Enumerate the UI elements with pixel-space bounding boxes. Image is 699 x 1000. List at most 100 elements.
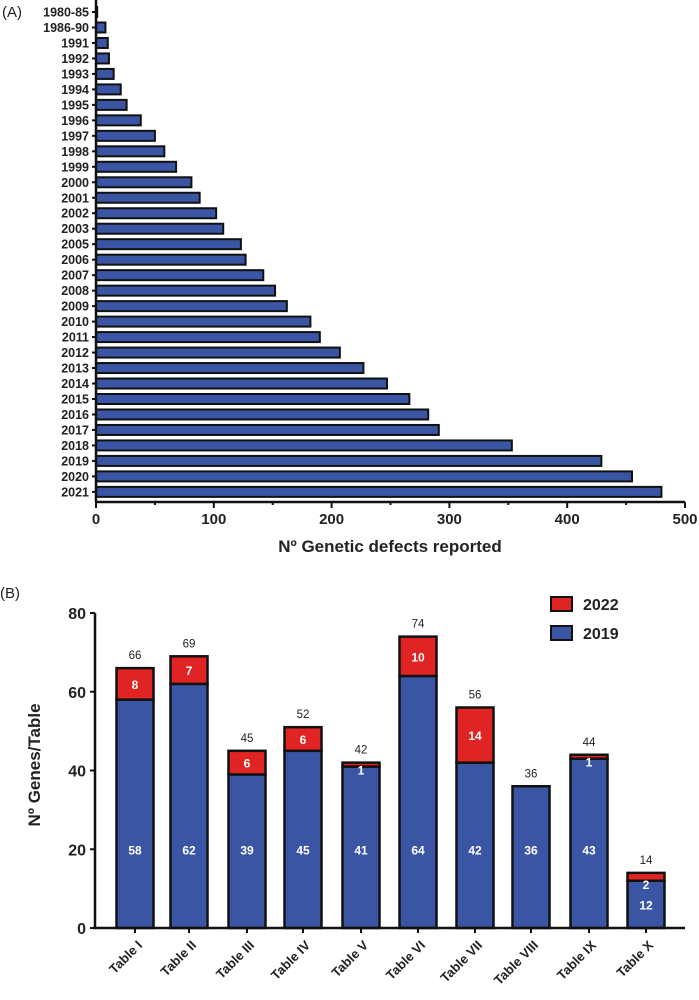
bar: [95, 408, 430, 421]
bar: [95, 83, 122, 96]
y-tick-label: 2019: [61, 454, 89, 468]
data-label-2019: 41: [354, 843, 368, 857]
bar-2022: [626, 871, 666, 882]
x-tick-label: Table X: [613, 937, 656, 980]
x-tick-label: 100: [201, 511, 226, 528]
y-tick-label: 1994: [61, 83, 89, 97]
total-label: 74: [412, 619, 425, 631]
panel-b-label: (B): [0, 585, 20, 602]
y-tick-label: 2003: [61, 222, 89, 236]
x-tick-label: 300: [437, 511, 462, 528]
y-tick-label: 2002: [61, 207, 89, 221]
bar-2019: [115, 698, 155, 930]
y-tick-label: 2005: [61, 238, 89, 252]
data-label-2019: 58: [128, 843, 142, 857]
bar: [95, 454, 603, 467]
bar: [95, 423, 440, 436]
legend-swatch-2019: [550, 625, 573, 641]
y-tick-label: 2017: [61, 423, 89, 437]
bar: [95, 98, 128, 111]
data-label-2022: 7: [186, 664, 193, 678]
total-label: 42: [355, 745, 368, 757]
x-tick-label: Table I: [106, 938, 145, 977]
y-tick-label: 2001: [61, 191, 89, 205]
total-label: 52: [297, 709, 310, 721]
y-tick-label: 80: [68, 606, 86, 623]
bar: [95, 253, 247, 266]
x-tick-label: 400: [555, 511, 580, 528]
bar: [95, 191, 201, 204]
y-tick-label: 2012: [61, 346, 89, 360]
chart-a-x-axis-title: Nº Genetic defects reported: [278, 537, 502, 556]
x-tick-label: 0: [92, 511, 100, 528]
y-tick-label: 2007: [61, 269, 89, 283]
x-tick-label: Table IV: [268, 937, 313, 982]
y-tick-label: 1980-85: [43, 6, 89, 20]
x-tick-label: Table VIII: [491, 938, 541, 988]
x-tick-label: Table IX: [554, 937, 599, 982]
x-tick-label: Table III: [213, 938, 257, 982]
y-tick-label: 2010: [61, 315, 89, 329]
total-label: 66: [129, 650, 142, 662]
data-label-2019: 45: [296, 843, 310, 857]
y-tick-label: 1997: [61, 129, 89, 143]
data-label-2022: 1: [586, 756, 593, 770]
bar: [95, 284, 277, 297]
data-label-2019: 62: [182, 843, 196, 857]
data-label-2019: 36: [524, 843, 538, 857]
y-tick-label: 2018: [61, 439, 89, 453]
total-label: 14: [640, 855, 653, 867]
y-tick-label: 60: [68, 685, 86, 702]
legend-swatch-2022: [550, 596, 573, 612]
bar: [95, 207, 218, 220]
y-tick-label: 2008: [61, 284, 89, 298]
y-tick-label: 2013: [61, 362, 89, 376]
bar: [95, 377, 388, 390]
x-tick-label: Table VI: [383, 938, 428, 983]
y-tick-label: 2009: [61, 300, 89, 314]
bar: [95, 145, 166, 158]
bar-2022: [169, 655, 209, 686]
bar-2019: [341, 765, 381, 930]
data-label-2022: 10: [411, 650, 425, 664]
bar-2022: [283, 725, 323, 753]
data-label-2019: 39: [240, 843, 254, 857]
y-tick-label: 2014: [61, 377, 89, 391]
x-tick-label: 200: [319, 511, 344, 528]
chart-b-y-axis-title: Nº Genes/Table: [25, 703, 44, 826]
total-label: 56: [469, 690, 482, 702]
bar-2022: [569, 753, 609, 760]
data-label-2019: 43: [582, 843, 596, 857]
bar-2022: [398, 635, 438, 678]
bar: [95, 129, 156, 142]
y-tick-label: 1992: [61, 52, 89, 66]
legend-label-2019: 2019: [583, 626, 619, 643]
data-label-2019: 64: [411, 843, 425, 857]
y-tick-label: 1986-90: [43, 21, 89, 35]
data-label-2022: 1: [358, 764, 365, 778]
bar: [95, 67, 115, 80]
data-label-2019: 42: [468, 843, 482, 857]
bar: [95, 238, 242, 251]
x-tick-label: Table II: [158, 938, 200, 980]
bar-2019: [283, 749, 323, 930]
bar: [95, 485, 663, 498]
bar: [95, 269, 265, 282]
bar: [95, 315, 312, 328]
y-tick-label: 2015: [61, 393, 89, 407]
y-tick-label: 2016: [61, 408, 89, 422]
total-label: 69: [183, 638, 196, 650]
y-tick-label: 1991: [61, 36, 89, 50]
data-label-2022: 6: [244, 757, 251, 771]
y-tick-label: 20: [68, 842, 86, 859]
bar-2019: [455, 761, 495, 930]
bar: [95, 52, 110, 65]
bar-2019: [169, 682, 209, 930]
bar: [95, 439, 513, 452]
bar: [95, 160, 178, 173]
total-label: 45: [241, 733, 254, 745]
y-tick-label: 40: [68, 764, 86, 781]
y-tick-label: 1996: [61, 114, 89, 128]
bar: [95, 21, 107, 34]
